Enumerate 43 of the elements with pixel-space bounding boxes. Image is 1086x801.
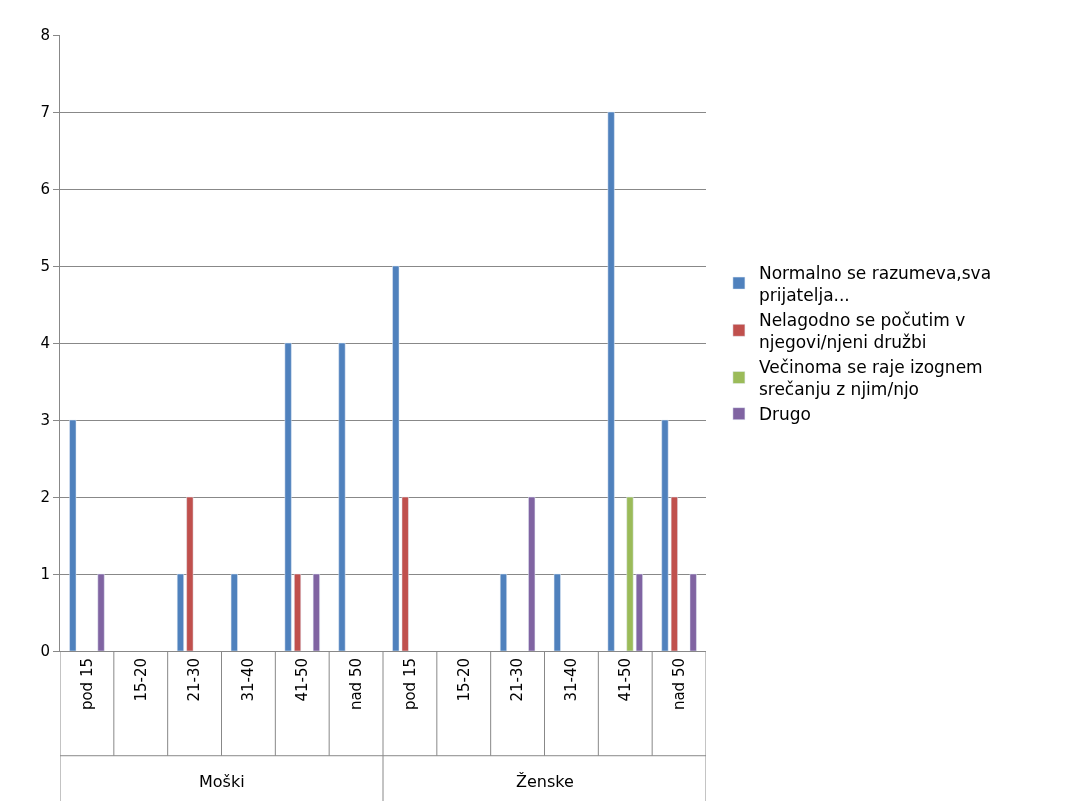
x-tick-label: 15-20 [454,658,473,702]
legend-label: Večinoma se raje izognem srečanju z njim/njo [758,357,983,400]
y-tick-label: 4 [40,334,50,353]
x-tick-label: 41-50 [293,658,312,702]
bar [230,573,238,651]
y-tick-label: 8 [40,26,50,45]
x-tick-label: 21-30 [185,658,204,702]
legend-label: Nelagodno se počutim v njegovi/njeni družbi [758,309,966,352]
bar [689,573,697,651]
bar [176,573,184,651]
x-tick-label: pod 15 [400,658,419,711]
legend-label: Drugo [758,404,811,425]
x-tick-label: 15-20 [131,658,150,702]
bar [312,573,320,651]
bar [499,573,507,651]
x-tick-label: nad 50 [346,658,365,711]
bar [186,496,194,651]
y-tick-label: 3 [40,411,50,430]
bar [626,496,634,651]
bar [69,419,77,651]
bar [97,573,105,651]
text: Moški [199,772,245,791]
bar [607,111,615,651]
bar [284,342,292,651]
y-tick-label: 7 [40,103,50,122]
x-tick-label: pod 15 [77,658,96,711]
legend-label: Normalno se razumeva,sva prijatelja... [758,262,992,305]
y-tick-label: 0 [40,642,50,661]
x-tick-label: nad 50 [669,658,688,711]
bar [528,496,536,651]
bar [635,573,643,651]
bar [294,573,302,651]
x-tick-label: 21-30 [508,658,527,702]
x-tick-label: 41-50 [616,658,635,702]
bar [553,573,561,651]
x-tick-label: 31-40 [239,658,258,702]
y-tick-label: 6 [40,180,50,199]
bar [338,342,346,651]
y-tick-label: 5 [40,257,50,276]
y-tick-label: 2 [40,488,50,507]
x-tick-label: 31-40 [562,658,581,702]
text: Ženske [516,772,574,791]
y-tick-label: 1 [40,565,50,584]
